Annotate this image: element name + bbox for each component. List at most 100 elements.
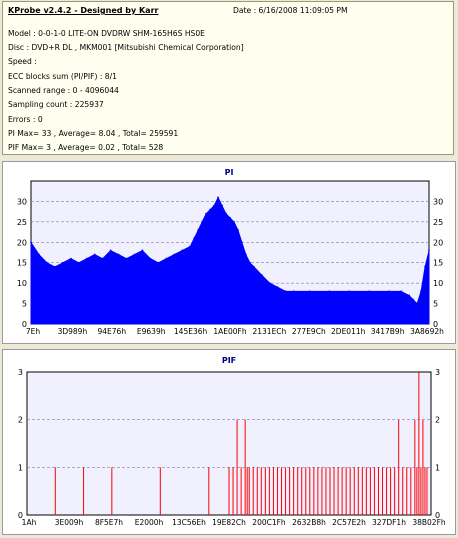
pi-data-point [109, 249, 112, 252]
pi-xtick-label: 2DE011h [331, 327, 366, 336]
pif-xtick-label: 2C57E2h [332, 518, 366, 527]
pif-chart-panel: PIF 0 0 1 1 2 2 3 3 1Ah 3E009h 8F5E7h E2000h 13C56Eh… [2, 349, 456, 535]
pi-data-point [213, 204, 215, 207]
info-pi-summary: PI Max= 33 , Average= 8.04 , Total= 2595… [8, 129, 179, 138]
pi-xtick-label: 1AE00Fh [213, 327, 246, 336]
pi-data-point [237, 229, 239, 231]
pi-data-point [408, 294, 410, 297]
pi-ytick-left: 5 [22, 300, 27, 309]
pif-xtick-label: 200C1Fh [252, 518, 286, 527]
pi-data-point [308, 290, 311, 293]
pi-data-point [284, 290, 287, 293]
app-title: KProbe v2.4.2 - Designed by Karr [8, 6, 159, 15]
pi-data-point [85, 257, 88, 260]
pi-ytick-right: 0 [433, 320, 438, 329]
pi-data-point [205, 212, 208, 215]
pi-data-point [428, 249, 430, 252]
pi-data-point [388, 290, 391, 293]
scan-date: Date : 6/16/2008 11:09:05 PM [233, 6, 348, 15]
pi-chart-title: PI [224, 168, 234, 177]
pif-ytick-left: 2 [18, 416, 23, 425]
pi-ytick-left: 15 [17, 259, 27, 268]
pi-data-point [30, 241, 32, 244]
pi-ytick-left: 0 [22, 320, 27, 329]
pi-xtick-label: 277E9Ch [292, 327, 326, 336]
pi-data-point [245, 253, 247, 256]
pi-chart: 0 0 5 5 10 10 15 15 20 20 25 25 30 30 7Eh 3D989h 94E76h E… [17, 180, 444, 336]
pi-ytick-right: 25 [433, 218, 443, 227]
pi-data-point [241, 241, 243, 244]
pif-ytick-left: 0 [18, 511, 23, 520]
pi-data-point [149, 257, 152, 260]
pif-xtick-label: 1Ah [22, 518, 37, 527]
pi-data-point [157, 261, 160, 264]
info-errors: Errors : 0 [8, 115, 43, 124]
info-panel: KProbe v2.4.2 - Designed by Karr Date : … [2, 1, 454, 155]
pi-data-point [249, 261, 251, 264]
pi-data-point [328, 290, 331, 293]
pi-data-point [61, 261, 64, 264]
pi-data-point [46, 261, 48, 264]
pif-chart: 0 0 1 1 2 2 3 3 1Ah 3E009h 8F5E7h E2000h 13C56Eh 19E8… [18, 368, 446, 527]
pi-data-point [53, 265, 56, 268]
pi-data-point [101, 257, 104, 260]
pi-data-point [348, 290, 351, 293]
pi-ytick-right: 5 [433, 300, 438, 309]
info-pif-summary: PIF Max= 3 , Average= 0.02 , Total= 528 [8, 143, 164, 152]
pi-data-point [217, 196, 219, 199]
pi-data-point [268, 282, 271, 285]
pi-data-point [424, 265, 426, 268]
pi-xtick-label: 3D989h [58, 327, 88, 336]
pi-data-point [209, 208, 212, 211]
pif-xtick-label: 327DF1h [372, 518, 406, 527]
pif-xtick-label: 19E82Ch [212, 518, 246, 527]
info-sampling: Sampling count : 225937 [8, 100, 104, 109]
pif-xtick-label: E2000h [135, 518, 164, 527]
pif-xtick-label: 8F5E7h [95, 518, 123, 527]
info-range: Scanned range : 0 - 4096044 [8, 86, 119, 95]
pi-data-point [38, 253, 40, 256]
pif-ytick-right: 0 [435, 511, 440, 520]
pi-xtick-label: 3417B9h [371, 327, 405, 336]
pi-ytick-left: 20 [17, 238, 27, 247]
pi-data-point [189, 245, 192, 248]
pi-xtick-label: 7Eh [26, 327, 41, 336]
pif-xtick-label: 38B02Fh [412, 518, 446, 527]
info-disc: Disc : DVD+R DL , MKM001 [Mitsubishi Che… [8, 43, 244, 52]
pi-data-point [252, 265, 255, 268]
pi-data-point [416, 302, 418, 305]
pif-xtick-label: 2632B8h [292, 518, 326, 527]
pi-chart-panel: PI 0 0 5 5 10 10 15 15 20 20 25 25 30 30 7Eh 3D989h 94E7… [2, 161, 456, 344]
pi-ytick-right: 30 [433, 197, 443, 206]
pi-data-point [141, 249, 144, 252]
pi-data-point [420, 290, 422, 293]
pi-data-point [117, 253, 120, 256]
pi-data-point [368, 290, 371, 293]
pif-chart-title: PIF [221, 356, 237, 365]
pif-ytick-right: 2 [435, 416, 440, 425]
pif-xtick-label: 3E009h [55, 518, 84, 527]
pif-ytick-right: 1 [435, 463, 440, 472]
pi-ytick-right: 10 [433, 279, 443, 288]
pi-data-point [276, 286, 279, 289]
pi-ytick-right: 20 [433, 238, 443, 247]
pi-data-point [181, 249, 184, 252]
pi-data-point [260, 274, 263, 276]
pif-ytick-right: 3 [435, 368, 440, 377]
pi-ytick-left: 30 [17, 197, 27, 206]
pi-data-point [221, 204, 223, 207]
pi-data-point [125, 257, 128, 260]
pi-data-point [133, 253, 136, 256]
pi-data-point [233, 220, 235, 223]
pi-ytick-right: 15 [433, 259, 443, 268]
pi-data-point [201, 220, 204, 223]
pif-ytick-left: 3 [18, 368, 23, 377]
pi-data-point [197, 229, 200, 231]
pi-xtick-label: 3A8692h [410, 327, 444, 336]
pi-data-point [165, 257, 168, 260]
pi-data-point [412, 298, 414, 301]
info-ecc: ECC blocks sum (PI/PIF) : 8/1 [8, 72, 118, 81]
pi-xtick-label: 2131ECh [252, 327, 286, 336]
pi-data-point [400, 290, 403, 293]
info-model: Model : 0-0-1-0 LITE-ON DVDRW SHM-165H6S… [8, 29, 205, 38]
